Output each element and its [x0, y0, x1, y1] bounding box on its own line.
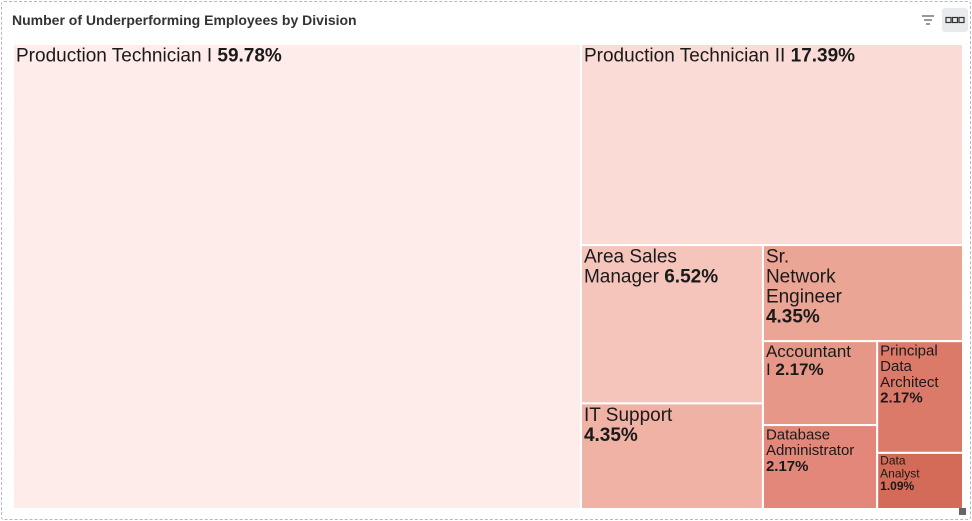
treemap-label-text: Production Technician II: [584, 46, 791, 67]
treemap-label-database-administrator: Database: [766, 426, 830, 443]
treemap-label-area-sales-manager: Area Sales: [584, 247, 677, 268]
resize-handle[interactable]: [959, 508, 966, 515]
treemap-rect-principal-data-architect[interactable]: [876, 340, 965, 454]
treemap-node-production-technician-i[interactable]: Production Technician I 59.78%: [12, 43, 582, 510]
treemap-value-label: 6.52%: [664, 267, 718, 288]
treemap-value-label: 4.35%: [766, 307, 820, 328]
treemap-rect-it-support[interactable]: [579, 402, 764, 511]
treemap-label-production-technician-i: Production Technician I 59.78%: [16, 46, 282, 67]
treemap-label-text: Manager: [584, 267, 664, 288]
treemap-label-it-support: 4.35%: [584, 425, 638, 446]
treemap-value-label: 17.39%: [791, 46, 856, 67]
treemap-label-production-technician-ii: Production Technician II 17.39%: [584, 46, 855, 67]
treemap-label-data-analyst: Data: [880, 454, 906, 468]
treemap-label-text: Network: [766, 267, 836, 288]
treemap-label-data-analyst: Analyst: [880, 466, 920, 480]
treemap-label-sr-network-engineer: Network: [766, 267, 836, 288]
treemap-rect-area-sales-manager[interactable]: [579, 244, 764, 405]
treemap-label-text: Administrator: [766, 442, 854, 459]
treemap-value-label: 4.35%: [584, 425, 638, 446]
filter-icon[interactable]: [915, 8, 941, 32]
treemap-label-area-sales-manager: Manager 6.52%: [584, 267, 718, 288]
treemap-label-text: Data: [880, 358, 912, 375]
treemap-label-principal-data-architect: Architect: [880, 374, 939, 391]
treemap-value-label: 2.17%: [880, 390, 923, 407]
treemap-value-label: 2.17%: [775, 360, 823, 379]
treemap-label-principal-data-architect: 2.17%: [880, 390, 923, 407]
treemap-label-text: Data: [880, 454, 906, 468]
treemap-node-production-technician-ii[interactable]: Production Technician II 17.39%: [579, 43, 964, 247]
treemap-label-text: Database: [766, 426, 830, 443]
chart-title: Number of Underperforming Employees by D…: [12, 12, 357, 28]
treemap-label-text: I: [766, 360, 775, 379]
treemap-label-it-support: IT Support: [584, 405, 673, 426]
treemap-label-text: Engineer: [766, 287, 843, 308]
treemap-label-text: Accountant: [766, 342, 851, 361]
more-options-icon[interactable]: [942, 8, 968, 32]
treemap-label-accountant-i: I 2.17%: [766, 360, 824, 379]
treemap-label-text: Sr.: [766, 247, 789, 268]
treemap-label-database-administrator: 2.17%: [766, 458, 809, 475]
treemap-label-text: Architect: [880, 374, 939, 391]
treemap-label-text: Production Technician I: [16, 46, 217, 67]
treemap-label-principal-data-architect: Principal: [880, 342, 938, 359]
treemap-label-sr-network-engineer: Engineer: [766, 287, 843, 308]
treemap-label-text: Principal: [880, 342, 938, 359]
treemap-label-accountant-i: Accountant: [766, 342, 851, 361]
treemap-label-database-administrator: Administrator: [766, 442, 854, 459]
treemap-label-sr-network-engineer: Sr.: [766, 247, 789, 268]
treemap-label-text: Analyst: [880, 466, 920, 480]
treemap-label-text: Area Sales: [584, 247, 677, 268]
treemap-value-label: 2.17%: [766, 458, 809, 475]
treemap-rect-data-analyst[interactable]: [876, 451, 965, 511]
treemap-label-text: IT Support: [584, 405, 673, 426]
treemap-rect-production-technician-ii[interactable]: [579, 43, 964, 247]
treemap-label-sr-network-engineer: 4.35%: [766, 307, 820, 328]
treemap-label-principal-data-architect: Data: [880, 358, 912, 375]
treemap-value-label: 1.09%: [880, 479, 914, 493]
treemap-value-label: 59.78%: [217, 46, 282, 67]
treemap-rect-production-technician-i[interactable]: [12, 43, 582, 510]
treemap-label-data-analyst: 1.09%: [880, 479, 914, 493]
